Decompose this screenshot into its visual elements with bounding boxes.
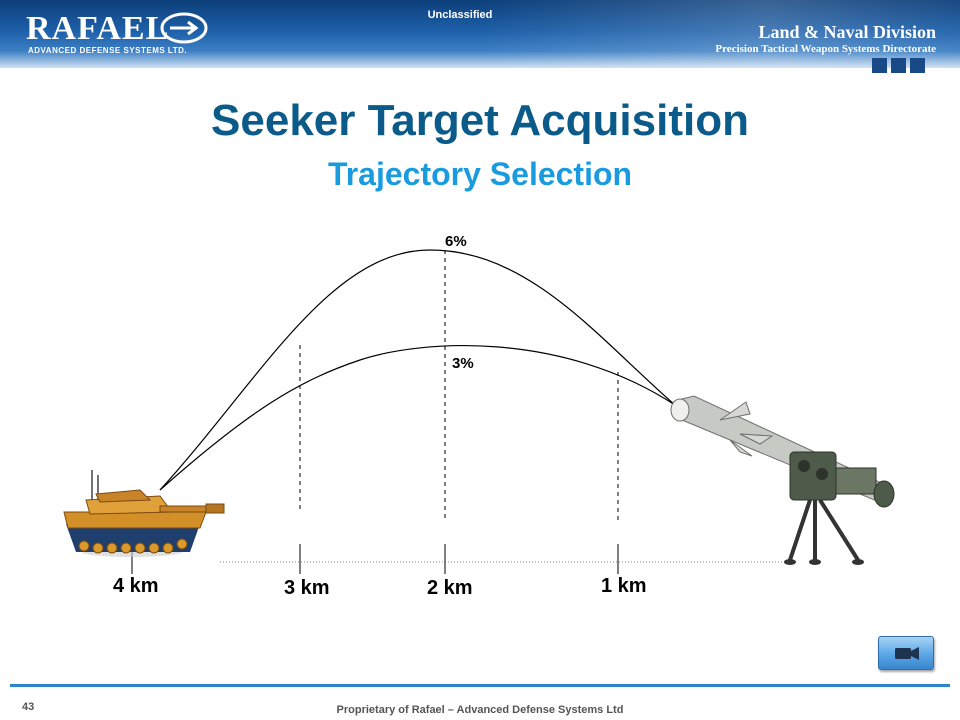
rafael-logo-icon — [160, 12, 208, 44]
slide-subtitle: Trajectory Selection — [327, 156, 633, 192]
header-banner: RAFAEL ADVANCED DEFENSE SYSTEMS LTD. Unc… — [0, 0, 960, 68]
classification-label: Unclassified — [427, 9, 493, 21]
trajectory-label-3-percent: 3% — [452, 355, 474, 372]
division-title: Land & Naval Division — [758, 22, 936, 42]
video-camera-icon — [895, 647, 919, 660]
distance-label-2km: 2 km — [427, 577, 473, 599]
header-sheen — [480, 0, 960, 68]
trajectory-6-percent — [159, 249, 676, 491]
distance-label-3km: 3 km — [284, 577, 330, 599]
missile-launcher-icon — [670, 395, 895, 565]
tank-icon — [63, 470, 225, 557]
header-square — [910, 58, 925, 73]
distance-label-4km: 4 km — [113, 575, 159, 597]
rafael-logo-text: RAFAEL — [26, 10, 170, 47]
video-play-button[interactable] — [878, 636, 934, 670]
header-square — [891, 58, 906, 73]
trajectory-label-6-percent: 6% — [445, 233, 467, 250]
footer-proprietary-text: Proprietary of Rafael – Advanced Defense… — [336, 704, 624, 716]
page-number: 43 — [22, 701, 35, 713]
rafael-logo-subtext: ADVANCED DEFENSE SYSTEMS LTD. — [28, 46, 188, 55]
trajectory-3-percent — [159, 345, 676, 491]
header-square — [872, 58, 887, 73]
distance-label-1km: 1 km — [601, 575, 647, 597]
directorate-title: Precision Tactical Weapon Systems Direct… — [715, 43, 936, 55]
slide-title: Seeker Target Acquisition — [211, 96, 749, 145]
header-squares — [872, 58, 929, 78]
footer-divider — [10, 684, 950, 687]
